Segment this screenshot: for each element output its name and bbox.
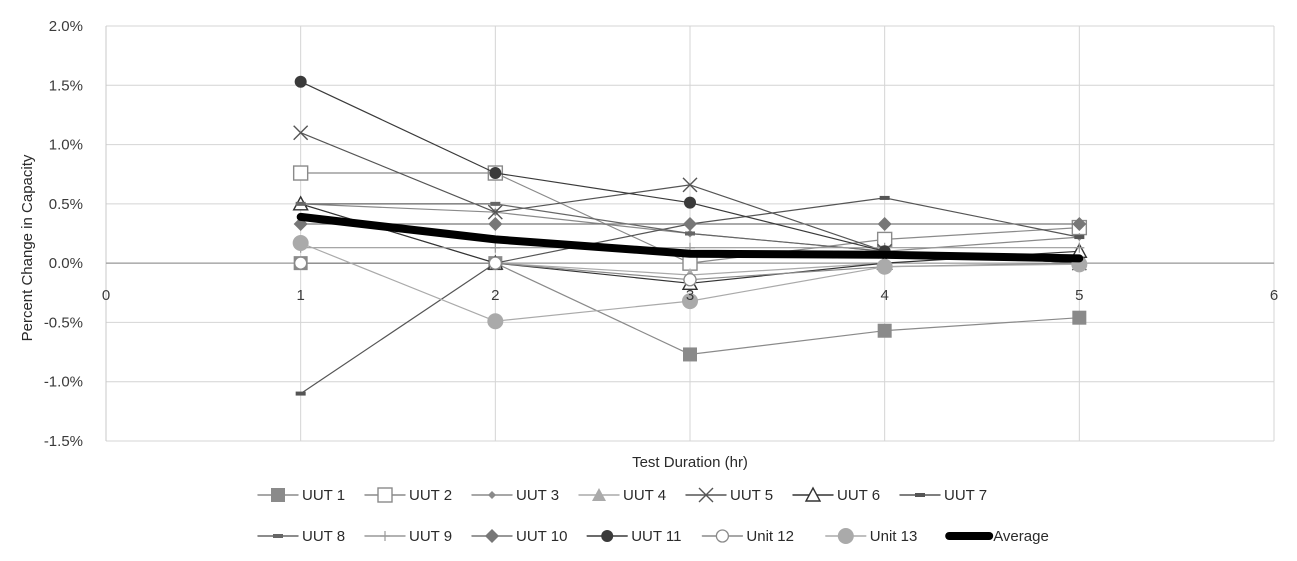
- y-tick-label: 2.0%: [49, 18, 83, 35]
- legend-marker: [488, 491, 496, 499]
- y-axis-title: Percent Change in Capacity: [19, 154, 36, 341]
- data-point: [879, 195, 890, 200]
- legend-label: UUT 9: [409, 528, 452, 545]
- legend-marker: [715, 529, 730, 543]
- data-point: [292, 165, 309, 181]
- data-point: [682, 293, 698, 310]
- x-tick-label: 6: [1270, 287, 1278, 304]
- legend-item: Unit 13: [825, 528, 918, 545]
- legend-label: Unit 13: [870, 528, 918, 545]
- legend-label: Average: [993, 528, 1049, 545]
- data-point: [487, 204, 503, 220]
- legend-marker: [271, 488, 285, 502]
- legend-item: UUT 1: [257, 487, 345, 504]
- x-tick-label: 4: [880, 287, 888, 304]
- y-tick-label: -0.5%: [44, 314, 83, 331]
- legend-label: UUT 3: [516, 487, 559, 504]
- data-point: [685, 231, 695, 236]
- y-tick-label: 0.5%: [49, 196, 83, 213]
- legend-item: UUT 9: [364, 528, 452, 545]
- legend-marker: [592, 488, 606, 501]
- data-point: [490, 242, 501, 253]
- legend-marker: [601, 530, 614, 542]
- data-point: [294, 75, 307, 88]
- legend-label: Unit 12: [746, 528, 794, 545]
- x-tick-label: 3: [686, 287, 694, 304]
- data-point: [292, 234, 309, 251]
- data-point: [683, 347, 697, 362]
- legend: UUT 1 UUT 2 UUT 3 UUT 4 UUT 5 UUT 6 UUT 7 UUT 8…: [257, 486, 1049, 545]
- data-point: [1074, 235, 1085, 240]
- data-point: [294, 256, 308, 270]
- legend-marker: [915, 493, 925, 497]
- x-tick-label: 5: [1075, 287, 1083, 304]
- legend-marker: [804, 486, 822, 502]
- data-point: [1074, 242, 1085, 253]
- y-tick-label: 0.0%: [49, 255, 83, 272]
- legend-marker: [273, 534, 283, 538]
- legend-item: UUT 4: [578, 487, 666, 504]
- data-point: [682, 177, 698, 193]
- x-tick-label: 1: [296, 287, 304, 304]
- legend-marker: [485, 529, 499, 543]
- y-tick-label: -1.0%: [44, 374, 83, 391]
- legend-marker: [380, 531, 390, 541]
- y-tick-label: -1.5%: [44, 433, 83, 450]
- legend-label: UUT 1: [302, 487, 345, 504]
- tick-labels: -1.5% -1.0% -0.5% 0.0% 0.5% 1.0% 1.5% 2.0% 0 1 2 3 4…: [44, 18, 1278, 450]
- legend-label: UUT 11: [631, 528, 681, 545]
- data-point: [488, 256, 502, 270]
- legend-label: UUT 7: [944, 487, 987, 504]
- data-point: [877, 217, 892, 232]
- y-tick-label: 1.5%: [49, 77, 83, 94]
- legend-label: UUT 6: [837, 487, 880, 504]
- series-average: [296, 212, 1084, 263]
- data-point: [877, 323, 892, 338]
- data-point: [489, 167, 502, 180]
- legend-item: UUT 5: [685, 487, 773, 504]
- legend-label: UUT 10: [516, 528, 567, 545]
- legend-item: UUT 8: [257, 528, 345, 545]
- legend-item: Average: [945, 528, 1049, 545]
- series-layer: [292, 75, 1088, 396]
- data-point: [876, 258, 893, 275]
- data-point: [293, 125, 309, 141]
- data-point: [488, 217, 503, 232]
- legend-label: UUT 2: [409, 487, 452, 504]
- legend-item: UUT 11: [586, 528, 681, 545]
- x-tick-label: 0: [102, 287, 110, 304]
- legend-item: UUT 10: [471, 528, 567, 545]
- legend-item: UUT 7: [899, 487, 987, 504]
- data-point: [490, 201, 501, 206]
- data-point: [1072, 310, 1087, 325]
- legend-item: UUT 3: [471, 487, 559, 504]
- data-point: [295, 391, 306, 396]
- x-tick-label: 2: [491, 287, 499, 304]
- series-line: [296, 212, 1084, 263]
- y-tick-label: 1.0%: [49, 137, 83, 154]
- legend-item: UUT 2: [364, 487, 452, 504]
- series-unit-13: [292, 234, 1088, 330]
- legend-marker: [837, 528, 854, 544]
- data-point: [295, 201, 306, 206]
- data-point: [683, 217, 697, 232]
- legend-marker: [698, 487, 714, 503]
- legend-label: UUT 8: [302, 528, 345, 545]
- legend-marker: [377, 487, 393, 503]
- x-axis-title: Test Duration (hr): [632, 454, 748, 471]
- legend-label: UUT 4: [623, 487, 666, 504]
- legend-item: UUT 6: [792, 486, 880, 504]
- data-point: [1072, 217, 1087, 232]
- legend-item: Unit 12: [701, 528, 794, 545]
- data-point: [684, 196, 696, 209]
- data-point: [683, 273, 697, 287]
- legend-label: UUT 5: [730, 487, 773, 504]
- data-point: [487, 313, 504, 330]
